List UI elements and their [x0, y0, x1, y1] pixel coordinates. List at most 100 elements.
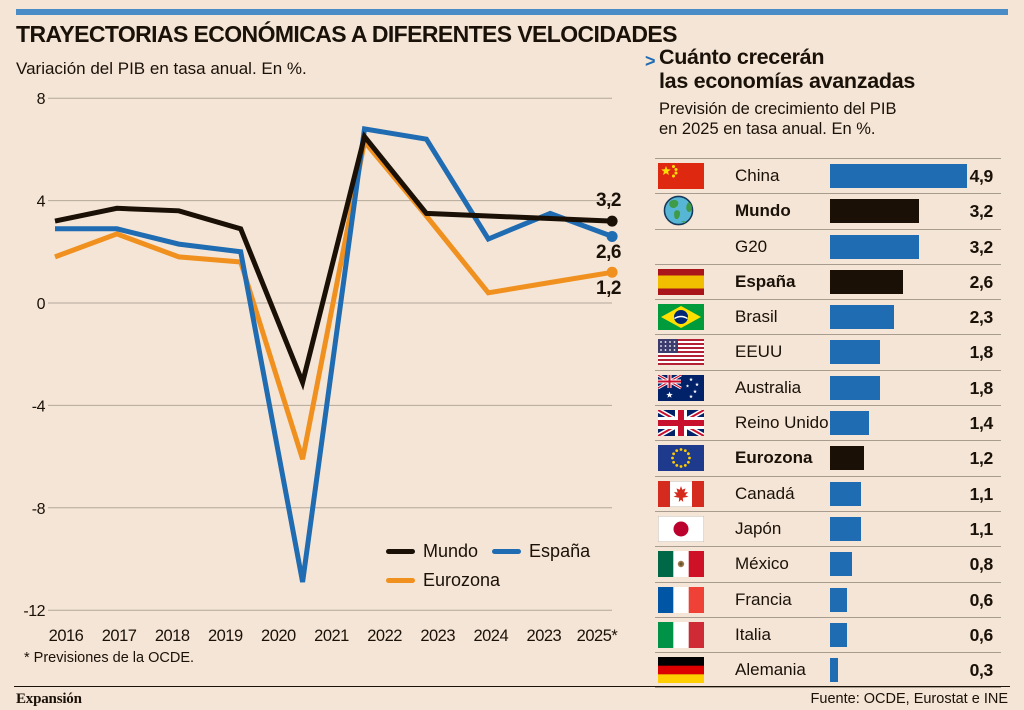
row-bar: [830, 340, 881, 365]
row-label: México: [735, 554, 789, 574]
row-value: 2,6: [969, 271, 994, 292]
mundo-line-swatch-icon: [386, 549, 415, 554]
right-panel-title-line1: Cuánto crecerán: [659, 45, 825, 69]
line-chart-legend: Mundo España Eurozona: [386, 537, 604, 595]
y-tick-label: 0: [37, 296, 46, 313]
right-panel-subtitle-line1: Previsión de crecimiento del PIB: [659, 100, 897, 118]
chevron-right-icon: >: [645, 51, 656, 71]
legend-item-mundo: Mundo: [386, 541, 478, 562]
bar-row-méxico: México 0,8: [655, 546, 1001, 581]
row-label: Eurozona: [735, 448, 813, 468]
row-label: Francia: [735, 589, 792, 609]
flag-icon-spain: [658, 268, 704, 295]
end-label-eurozona: 1,2: [596, 278, 621, 299]
page-title: TRAYECTORIAS ECONÓMICAS A DIFERENTES VEL…: [16, 21, 677, 47]
bar-row-china: China 4,9: [655, 158, 1001, 193]
bar-row-japón: Japón 1,1: [655, 510, 1001, 546]
country-growth-bar-list: China 4,9 Mundo 3,2 G20 3,2 España 2,6 Brasil 2…: [655, 158, 1001, 689]
row-bar: [830, 164, 967, 188]
page-subtitle: Variación del PIB en tasa anual. En %.: [16, 59, 307, 78]
row-label: G20: [735, 236, 768, 256]
end-label-espana: 2,6: [596, 242, 621, 263]
legend-item-eurozona: Eurozona: [386, 570, 500, 591]
row-bar: [830, 446, 864, 471]
row-label: EEUU: [735, 342, 783, 362]
row-value: 3,2: [969, 236, 994, 257]
bar-row-eeuu: EEUU 1,8: [655, 334, 1001, 369]
series-line-españa: [55, 126, 613, 583]
x-tick-label: 2023: [527, 627, 562, 645]
row-value: 1,1: [969, 483, 994, 504]
y-tick-label: 8: [37, 91, 46, 108]
series-end-dot-españa: [606, 230, 618, 242]
row-value: 1,8: [969, 342, 994, 363]
row-bar: [830, 622, 847, 647]
series-end-dot-eurozona: [606, 266, 618, 278]
row-value: 2,3: [969, 307, 994, 328]
x-tick-label: 2018: [155, 627, 190, 645]
x-tick-label: 2016: [49, 627, 84, 645]
bar-row-canadá: Canadá 1,1: [655, 475, 1001, 511]
row-label: Mundo: [735, 201, 791, 221]
bar-row-italia: Italia 0,6: [655, 616, 1001, 652]
row-value: 3,2: [969, 201, 994, 222]
row-value: 4,9: [969, 166, 994, 186]
bar-row-australia: Australia 1,8: [655, 369, 1001, 405]
row-value: 0,6: [969, 589, 994, 610]
row-label: China: [735, 166, 780, 185]
flag-icon-china: [658, 163, 704, 189]
flag-icon-usa: [658, 339, 704, 366]
top-accent-bar: [16, 9, 1008, 15]
x-tick-label: 2021: [314, 627, 349, 645]
legend-label-eurozona: Eurozona: [423, 570, 501, 590]
x-tick-label: 2017: [102, 627, 137, 645]
eurozona-line-swatch-icon: [386, 578, 415, 583]
series-line-eurozona: [54, 136, 613, 460]
row-bar: [830, 481, 861, 506]
y-tick-label: -4: [32, 398, 46, 415]
row-label: Italia: [735, 624, 771, 644]
legend-item-espana: España: [492, 541, 590, 562]
row-value: 0,6: [969, 624, 994, 645]
series-line-mundo: [54, 131, 613, 391]
row-label: Canadá: [735, 483, 795, 503]
flag-icon-japan: [658, 515, 704, 542]
brand-logo: Expansión: [16, 691, 82, 707]
legend-row: Eurozona: [386, 566, 604, 595]
row-label: Reino Unido: [735, 413, 829, 433]
row-bar: [830, 516, 861, 541]
row-value: 1,2: [969, 448, 994, 469]
row-bar: [830, 305, 895, 330]
legend-label-espana: España: [529, 541, 591, 561]
flag-icon-eu: [658, 445, 704, 472]
flag-icon-canada: [658, 480, 704, 507]
flag-icon-italy: [658, 621, 704, 648]
right-panel-title-line2: las economías avanzadas: [659, 69, 916, 93]
bar-row-francia: Francia 0,6: [655, 581, 1001, 617]
bar-row-españa: España 2,6: [655, 263, 1001, 299]
row-value: 1,1: [969, 518, 994, 539]
legend-label-mundo: Mundo: [423, 541, 479, 561]
row-label: España: [735, 271, 796, 291]
y-tick-label: 4: [37, 194, 46, 211]
bar-row-alemania: Alemania 0,3: [655, 652, 1001, 687]
espana-line-swatch-icon: [492, 549, 522, 554]
source-credit: Fuente: OCDE, Eurostat e INE: [810, 691, 1008, 707]
row-bar: [830, 411, 870, 436]
right-panel-subtitle: Previsión de crecimiento del PIB en 2025…: [659, 99, 897, 139]
row-value: 0,3: [969, 660, 994, 681]
y-tick-label: -12: [23, 603, 45, 620]
row-label: Japón: [735, 518, 782, 538]
bar-row-eurozona: Eurozona 1,2: [655, 440, 1001, 475]
x-tick-label: 2025*: [577, 627, 619, 645]
bar-row-mundo: Mundo 3,2: [655, 193, 1001, 228]
series-end-dot-mundo: [606, 215, 618, 227]
row-label: Brasil: [735, 307, 778, 327]
x-tick-label: 2024: [473, 627, 508, 645]
row-bar: [830, 552, 853, 577]
flag-icon-brazil: [658, 304, 704, 331]
row-bar: [830, 658, 839, 683]
bar-row-brasil: Brasil 2,3: [655, 299, 1001, 334]
row-label: Australia: [735, 377, 802, 397]
bar-row-g20: G20 3,2: [655, 228, 1001, 264]
